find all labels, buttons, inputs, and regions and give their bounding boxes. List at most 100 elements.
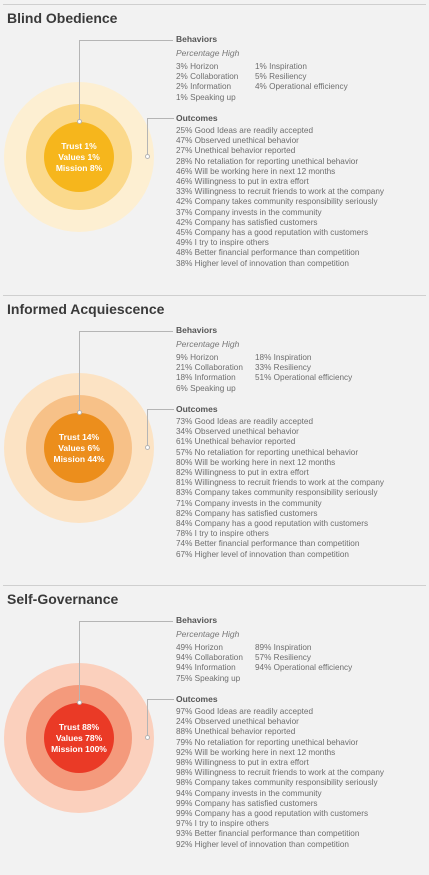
- circle-mission-label: Mission 44%: [53, 453, 105, 464]
- section-informed-acquiescence: Informed Acquiescence Trust 14% Values 6% M…: [0, 295, 429, 585]
- outcome-item: 46% Willingness to put in extra effort: [176, 177, 309, 186]
- outcome-item: 27% Unethical behavior reported: [176, 146, 296, 156]
- behavior-item: 2% Information: [176, 82, 232, 92]
- percentage-high-label: Percentage High: [176, 339, 240, 349]
- behaviors-heading: Behaviors: [176, 325, 218, 335]
- connector-line: [79, 621, 173, 622]
- outcome-item: 61% Unethical behavior reported: [176, 437, 296, 447]
- outcome-item: 38% Higher level of innovation than comp…: [176, 258, 349, 268]
- behavior-item: 3% Horizon: [176, 62, 219, 71]
- circle-trust-label: Trust 14%: [58, 431, 100, 442]
- circle-mission-label: Mission 8%: [55, 162, 103, 173]
- outcome-item: 98% Company takes community responsibili…: [176, 778, 378, 788]
- behaviors-heading: Behaviors: [176, 615, 218, 625]
- behavior-item: 4% Operational efficiency: [255, 82, 348, 92]
- outcome-item: 98% Willingness to recruit friends to wo…: [176, 768, 384, 778]
- connector-line: [79, 621, 80, 701]
- outcome-item: 47% Observed unethical behavior: [176, 136, 299, 146]
- connector-line: [147, 409, 174, 410]
- behavior-item: 5% Resiliency: [255, 72, 307, 82]
- outcomes-heading: Outcomes: [176, 694, 218, 704]
- outcome-item: 46% Will be working here in next 12 mont…: [176, 166, 336, 176]
- outcome-item: 71% Company invests in the community: [176, 498, 322, 508]
- section-divider: [3, 295, 426, 296]
- section-divider: [3, 4, 426, 5]
- outcome-item: 79% No retaliation for reporting unethic…: [176, 737, 359, 747]
- circle-values-label: Values 6%: [58, 442, 100, 453]
- outcome-item: 81% Willingness to recruit friends to wo…: [176, 478, 384, 488]
- behavior-item: 57% Resiliency: [255, 653, 311, 663]
- outcome-item: 88% Unethical behavior reported: [176, 727, 296, 737]
- outcome-item: 49% I try to inspire others: [176, 238, 269, 248]
- section-title: Self-Governance: [7, 591, 119, 607]
- inner-circle: Trust 88% Values 78% Mission 100%: [44, 703, 114, 773]
- outcome-item: 28% No retaliation for reporting unethic…: [176, 156, 359, 166]
- outcome-item: 45% Company has a good reputation with c…: [176, 228, 369, 237]
- connector-line: [79, 331, 80, 411]
- outcome-item: 97% Good Ideas are readily accepted: [176, 707, 314, 716]
- outcome-item: 98% Willingness to put in extra effort: [176, 758, 309, 767]
- outcome-item: 78% I try to inspire others: [176, 529, 269, 539]
- section-title: Blind Obedience: [7, 10, 118, 26]
- percentage-high-label: Percentage High: [176, 629, 240, 639]
- outcome-item: 42% Company has satisfied customers: [176, 217, 318, 227]
- behavior-item: 49% Horizon: [176, 643, 223, 652]
- behavior-item: 18% Inspiration: [255, 353, 312, 362]
- section-self-governance: Self-Governance Trust 88% Values 78% Missio…: [0, 585, 429, 875]
- connector-line: [147, 118, 148, 155]
- connector-line: [79, 331, 173, 332]
- outcome-item: 82% Willingness to put in extra effort: [176, 468, 309, 477]
- inner-circle: Trust 14% Values 6% Mission 44%: [44, 413, 114, 483]
- outcome-item: 94% Company invests in the community: [176, 788, 322, 798]
- circle-values-label: Values 1%: [58, 151, 100, 162]
- behaviors-heading: Behaviors: [176, 34, 218, 44]
- behavior-item: 21% Collaboration: [176, 363, 243, 373]
- connector-line: [147, 409, 148, 446]
- outcome-item: 80% Will be working here in next 12 mont…: [176, 457, 336, 467]
- behavior-item: 33% Resiliency: [255, 363, 311, 373]
- behavior-item: 51% Operational efficiency: [255, 373, 353, 383]
- circle-mission-label: Mission 100%: [51, 743, 107, 754]
- outcome-item: 93% Better financial performance than co…: [176, 829, 360, 839]
- section-title: Informed Acquiescence: [7, 301, 165, 317]
- inner-circle: Trust 1% Values 1% Mission 8%: [44, 122, 114, 192]
- behavior-item: 2% Collaboration: [176, 72, 239, 82]
- behavior-item: 18% Information: [176, 373, 236, 383]
- outcomes-heading: Outcomes: [176, 404, 218, 414]
- behavior-item: 1% Inspiration: [255, 62, 307, 71]
- behavior-item: 75% Speaking up: [176, 673, 241, 683]
- outcome-item: 33% Willingness to recruit friends to wo…: [176, 187, 384, 197]
- outcome-item: 67% Higher level of innovation than comp…: [176, 549, 349, 559]
- behavior-item: 94% Collaboration: [176, 653, 243, 663]
- section-blind-obedience: Blind Obedience Trust 1% Values 1% Mission …: [0, 4, 429, 294]
- percentage-high-label: Percentage High: [176, 48, 240, 58]
- outcome-item: 92% Higher level of innovation than comp…: [176, 839, 349, 849]
- connector-line: [147, 699, 148, 736]
- outcome-item: 24% Observed unethical behavior: [176, 717, 299, 727]
- behavior-item: 9% Horizon: [176, 353, 219, 362]
- outcome-item: 99% Company has satisfied customers: [176, 798, 318, 808]
- outcome-item: 82% Company has satisfied customers: [176, 508, 318, 518]
- outcome-item: 34% Observed unethical behavior: [176, 427, 299, 437]
- circle-trust-label: Trust 1%: [61, 140, 97, 151]
- outcome-item: 74% Better financial performance than co…: [176, 539, 360, 549]
- outcomes-heading: Outcomes: [176, 113, 218, 123]
- outcome-item: 48% Better financial performance than co…: [176, 248, 360, 258]
- behavior-item: 1% Speaking up: [176, 92, 236, 102]
- connector-line: [79, 40, 173, 41]
- outcome-item: 73% Good Ideas are readily accepted: [176, 417, 314, 426]
- behavior-item: 6% Speaking up: [176, 383, 236, 393]
- behavior-item: 89% Inspiration: [255, 643, 312, 652]
- outcome-item: 42% Company takes community responsibili…: [176, 197, 378, 207]
- section-divider: [3, 585, 426, 586]
- outcome-item: 97% I try to inspire others: [176, 819, 269, 829]
- outcome-item: 57% No retaliation for reporting unethic…: [176, 447, 359, 457]
- outcome-item: 84% Company has a good reputation with c…: [176, 519, 369, 528]
- outcome-item: 99% Company has a good reputation with c…: [176, 809, 369, 818]
- circle-values-label: Values 78%: [55, 732, 103, 743]
- behavior-item: 94% Operational efficiency: [255, 663, 353, 673]
- behavior-item: 94% Information: [176, 663, 236, 673]
- connector-line: [147, 699, 174, 700]
- outcome-item: 37% Company invests in the community: [176, 207, 322, 217]
- circle-trust-label: Trust 88%: [58, 721, 100, 732]
